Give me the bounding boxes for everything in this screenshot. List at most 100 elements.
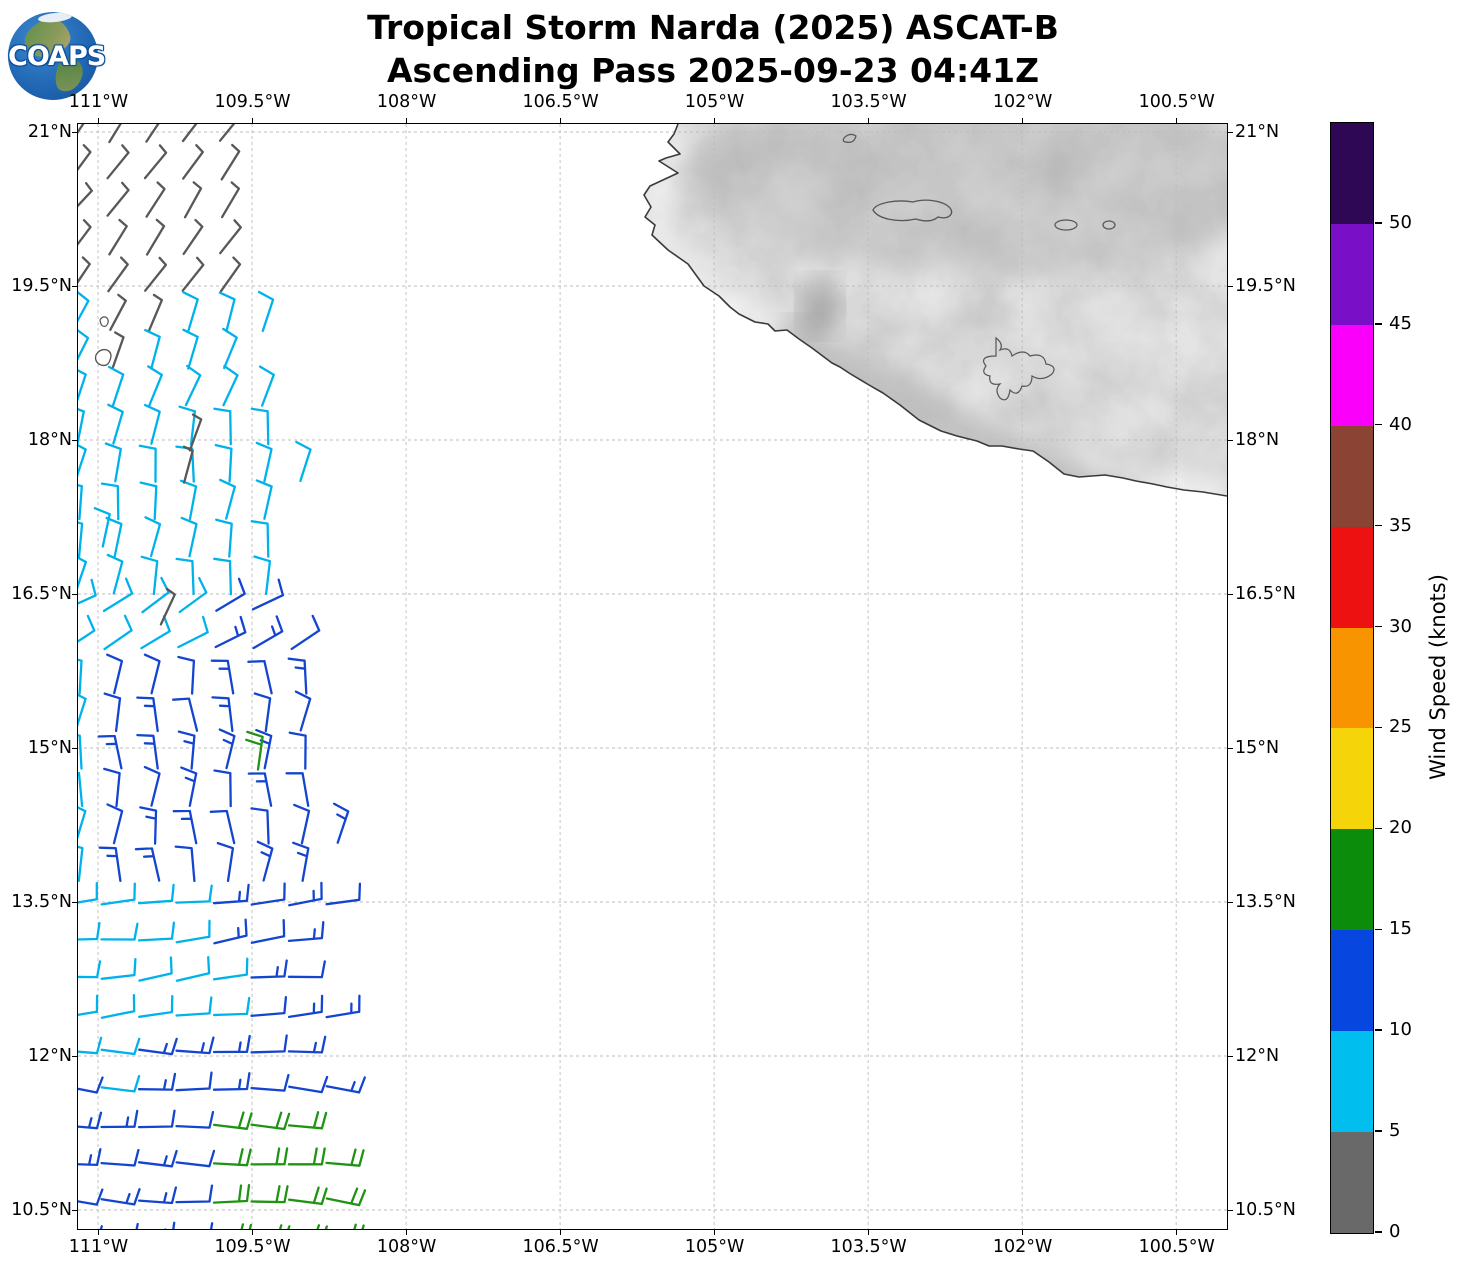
wind-barb-blue [103,692,122,733]
wind-barb-blue [288,881,323,907]
wind-barb-blue [212,1034,251,1054]
wind-barb-blue [134,847,161,882]
wind-barb-blue [288,731,307,770]
wind-barb-blue [250,959,288,979]
x-tick-label-top: 111°W [68,92,129,112]
y-tick-label-left: 16.5°N [11,583,72,604]
coastline [643,124,1227,497]
y-tick-mark-left [72,901,77,904]
wind-barb-green [287,1111,328,1130]
wind-barb-blue [251,578,285,611]
x-tick-label-bottom: 109.5°W [214,1237,291,1257]
title-line-1: Tropical Storm Narda (2025) ASCAT-B [367,8,1059,47]
colorbar-tick-mark [1375,423,1382,426]
x-tick-mark-bottom [1022,1230,1024,1235]
wind-barb-cyan [212,996,251,1017]
wind-barb-cyan [78,484,83,521]
wind-barb-cyan [178,576,208,614]
volcano-dark-patch [798,276,842,336]
x-tick-label-bottom: 111°W [68,1237,129,1257]
colorbar-tick-mark [1375,323,1382,325]
colorbar-segment-35-40 [1331,425,1373,527]
colorbar-tick-label: 40 [1389,413,1412,435]
wind-barb-blue [78,1148,102,1167]
wind-barb-gray [145,181,166,218]
wind-barb-blue [139,806,158,845]
wind-barb-cyan [139,481,158,521]
y-tick-mark-right [1228,747,1233,750]
wind-barb-cyan [100,957,137,980]
wind-barb-blue [137,1109,176,1129]
wind-barb-cyan [138,994,174,1018]
wind-barb-gray [220,143,241,181]
wind-barb-green [212,1111,253,1130]
x-tick-label-bottom: 100.5°W [1138,1237,1215,1257]
colorbar-tick-label: 15 [1389,918,1412,940]
x-tick-label-top: 106.5°W [522,92,599,112]
y-tick-mark-left [72,593,77,596]
colorbar-segment-20-25 [1331,728,1373,830]
coaps-logo-text: COAPS [8,41,106,72]
small-coastal-lagoon [842,133,857,143]
y-tick-mark-left [72,747,77,750]
grid-lines [78,124,1227,1229]
wind-barb-blue [78,1076,104,1094]
wind-barb-blue [209,809,236,845]
coastline-layer [94,124,1227,497]
wind-barb-green [325,1187,367,1207]
x-tick-mark-top [405,118,408,123]
y-tick-label-right: 19.5°N [1235,275,1296,296]
wind-barb-cyan [100,482,120,521]
wind-barb-blue [175,1110,215,1129]
wind-barb-blue [292,841,310,882]
wind-barb-blue [103,767,121,808]
wind-barb-cyan [219,478,236,520]
y-tick-mark-left [72,439,77,442]
wind-barb-cyan [258,365,275,407]
wind-barb-gray [111,331,125,370]
reservoir-outline [983,336,1055,401]
colorbar-segment-40-45 [1331,324,1373,426]
wind-barb-cyan [138,956,173,982]
wind-barb-cyan [255,479,273,520]
wind-barb-blue [99,1225,103,1229]
wind-barb-gray [159,587,176,626]
wind-barb-gray [183,181,203,219]
colorbar-segment-50+ [1331,123,1373,224]
colorbar-tick-label: 10 [1389,1019,1412,1041]
wind-barb-gray [182,445,194,484]
y-tick-label-left: 12°N [27,1045,72,1066]
x-tick-label-top: 100.5°W [1138,92,1215,112]
title-line-2: Ascending Pass 2025-09-23 04:41Z [386,51,1040,90]
wind-barb-gray [107,256,129,293]
wind-barb-cyan [257,290,275,333]
y-tick-label-right: 12°N [1235,1045,1280,1066]
x-tick-label-bottom: 108°W [376,1237,437,1257]
wind-barb-blue [250,995,288,1017]
x-tick-mark-bottom [1176,1230,1178,1235]
wind-barb-blue [247,772,273,807]
y-tick-label-right: 15°N [1235,737,1280,758]
x-tick-label-top: 103.5°W [830,92,907,112]
wind-barb-gray [147,293,164,332]
wind-barb-cyan [78,291,90,323]
wind-barb-blue [78,1188,104,1206]
wind-barb-cyan [222,327,238,370]
wind-barb-cyan [138,444,157,483]
x-tick-label-top: 102°W [992,92,1053,112]
wind-barbs-layer [78,124,367,1229]
colorbar-segment-10-15 [1331,930,1373,1032]
wind-barb-blue [250,1034,288,1054]
wind-barb-blue [287,920,325,943]
wind-barb-blue [135,1222,139,1229]
wind-barb-cyan [78,329,90,361]
colorbar-tick-label: 45 [1389,312,1412,334]
wind-barb-green [250,1111,291,1131]
wind-barb-blue [100,1148,140,1167]
colorbar-tick-label: 5 [1389,1120,1401,1142]
wind-barb-cyan [78,614,96,643]
colorbar-tick-mark [1375,726,1382,729]
wind-barb-cyan [177,615,209,649]
wind-barb-blue [256,840,274,882]
wind-barb-cyan [175,996,213,1017]
